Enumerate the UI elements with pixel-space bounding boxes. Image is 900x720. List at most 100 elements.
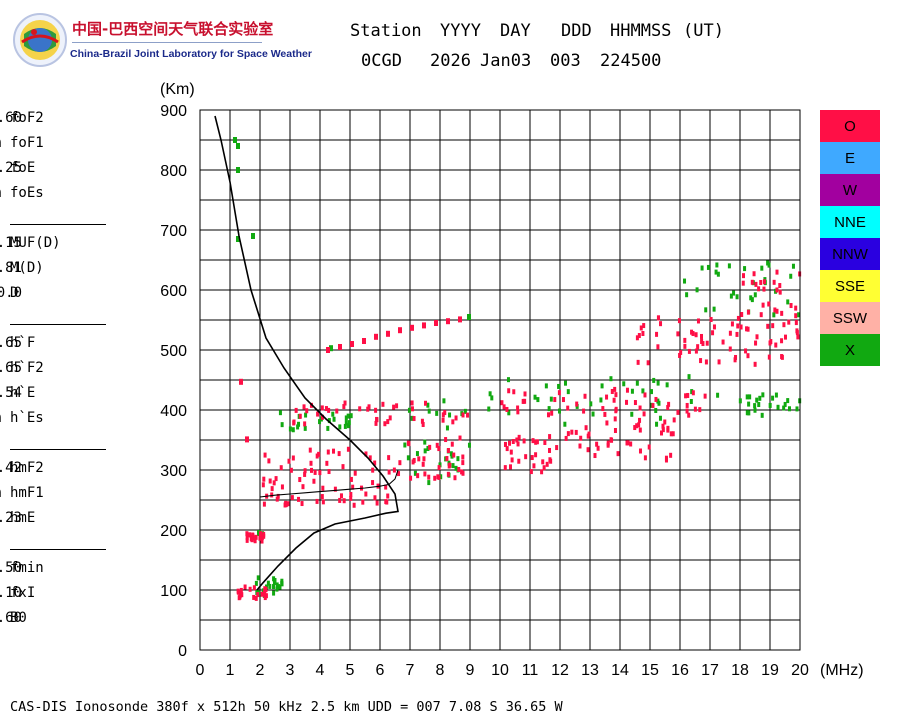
echo-point bbox=[278, 410, 282, 416]
echo-point bbox=[508, 464, 512, 470]
echo-point bbox=[509, 449, 513, 455]
echo-point bbox=[566, 431, 570, 437]
echo-point bbox=[534, 452, 538, 458]
echo-point bbox=[261, 482, 265, 488]
echo-point bbox=[677, 318, 681, 324]
echo-point bbox=[595, 441, 599, 447]
echo-point bbox=[326, 449, 330, 455]
echo-point bbox=[333, 486, 337, 492]
echo-point bbox=[622, 381, 626, 387]
echo-point bbox=[428, 444, 432, 450]
echo-point bbox=[529, 469, 533, 475]
echo-point bbox=[318, 470, 322, 476]
echo-point bbox=[441, 417, 445, 423]
param-label: hmF2 bbox=[10, 460, 44, 476]
echo-point bbox=[548, 457, 552, 463]
echo-point bbox=[570, 429, 574, 435]
echo-point bbox=[274, 476, 278, 482]
param-divider bbox=[10, 449, 106, 450]
echo-point bbox=[385, 499, 389, 505]
x-tick-label: 0 bbox=[196, 662, 205, 679]
echo-point bbox=[774, 342, 778, 348]
echo-point bbox=[716, 392, 720, 398]
echo-point bbox=[557, 390, 561, 396]
echo-point bbox=[288, 426, 292, 432]
echo-point bbox=[374, 407, 378, 413]
echo-point bbox=[406, 455, 410, 461]
echo-point bbox=[321, 485, 325, 491]
echo-point bbox=[783, 401, 787, 407]
param-label: h`E bbox=[10, 385, 36, 401]
echo-point bbox=[584, 425, 588, 431]
echo-point bbox=[260, 531, 264, 538]
echo-point bbox=[689, 398, 693, 404]
echo-point bbox=[786, 398, 790, 404]
echo-point bbox=[775, 287, 779, 293]
param-value: 2.25 bbox=[0, 160, 22, 176]
echo-point bbox=[297, 496, 301, 502]
echo-point bbox=[361, 499, 365, 505]
echo-point bbox=[375, 500, 379, 506]
echo-point bbox=[532, 463, 536, 469]
echo-point bbox=[457, 467, 461, 473]
echo-point bbox=[458, 316, 462, 323]
echo-point bbox=[427, 474, 431, 480]
echo-point bbox=[448, 412, 452, 418]
echo-point bbox=[510, 457, 514, 463]
echo-point bbox=[716, 271, 720, 277]
echo-point bbox=[375, 417, 379, 423]
param-label: fxI bbox=[10, 585, 36, 601]
echo-point bbox=[371, 480, 375, 486]
x-tick-label: 18 bbox=[731, 662, 749, 679]
param-value: 25.15 bbox=[0, 235, 22, 251]
echo-point bbox=[254, 534, 258, 540]
echo-point bbox=[395, 403, 399, 409]
echo-point bbox=[500, 400, 504, 406]
legend-item-ssw: SSW bbox=[820, 302, 880, 334]
echo-point bbox=[316, 411, 320, 417]
echo-point bbox=[236, 167, 240, 173]
echo-point bbox=[320, 405, 324, 411]
echo-point bbox=[233, 137, 237, 143]
echo-point bbox=[601, 406, 605, 412]
echo-point bbox=[709, 316, 713, 322]
echo-point bbox=[605, 394, 609, 400]
param-label: foF2 bbox=[10, 110, 44, 126]
y-tick-label: 800 bbox=[160, 163, 187, 180]
echo-point bbox=[445, 425, 449, 431]
echo-point bbox=[613, 416, 617, 422]
echo-point bbox=[338, 344, 342, 350]
echo-point bbox=[433, 475, 437, 481]
echo-point bbox=[789, 273, 793, 279]
echo-point bbox=[761, 302, 765, 308]
x-tick-label: 20 bbox=[791, 662, 809, 679]
echo-point bbox=[778, 289, 782, 295]
echo-point bbox=[312, 478, 316, 484]
echo-point bbox=[291, 427, 295, 433]
echo-point bbox=[426, 445, 430, 451]
y-tick-label: 200 bbox=[160, 523, 187, 540]
echo-point bbox=[521, 398, 525, 404]
echo-point bbox=[329, 345, 333, 352]
echo-point bbox=[325, 460, 329, 466]
echo-point bbox=[685, 408, 689, 414]
echo-point bbox=[461, 454, 465, 460]
echo-point bbox=[606, 442, 610, 448]
echo-point bbox=[728, 330, 732, 336]
echo-point bbox=[326, 347, 330, 353]
echo-point bbox=[775, 269, 779, 275]
echo-point bbox=[626, 440, 630, 446]
echo-point bbox=[254, 595, 258, 601]
echo-point bbox=[262, 531, 266, 537]
echo-point bbox=[450, 441, 454, 447]
echo-point bbox=[561, 397, 565, 403]
param-label: hmF1 bbox=[10, 485, 44, 501]
echo-point bbox=[695, 287, 699, 293]
echo-point bbox=[669, 431, 673, 437]
echo-point bbox=[381, 401, 385, 407]
header-label-day: DAY bbox=[500, 21, 531, 41]
header-label-time: HHMMSS bbox=[610, 21, 672, 41]
echo-point bbox=[324, 406, 328, 412]
echo-point bbox=[745, 326, 749, 332]
echo-point bbox=[586, 433, 590, 439]
